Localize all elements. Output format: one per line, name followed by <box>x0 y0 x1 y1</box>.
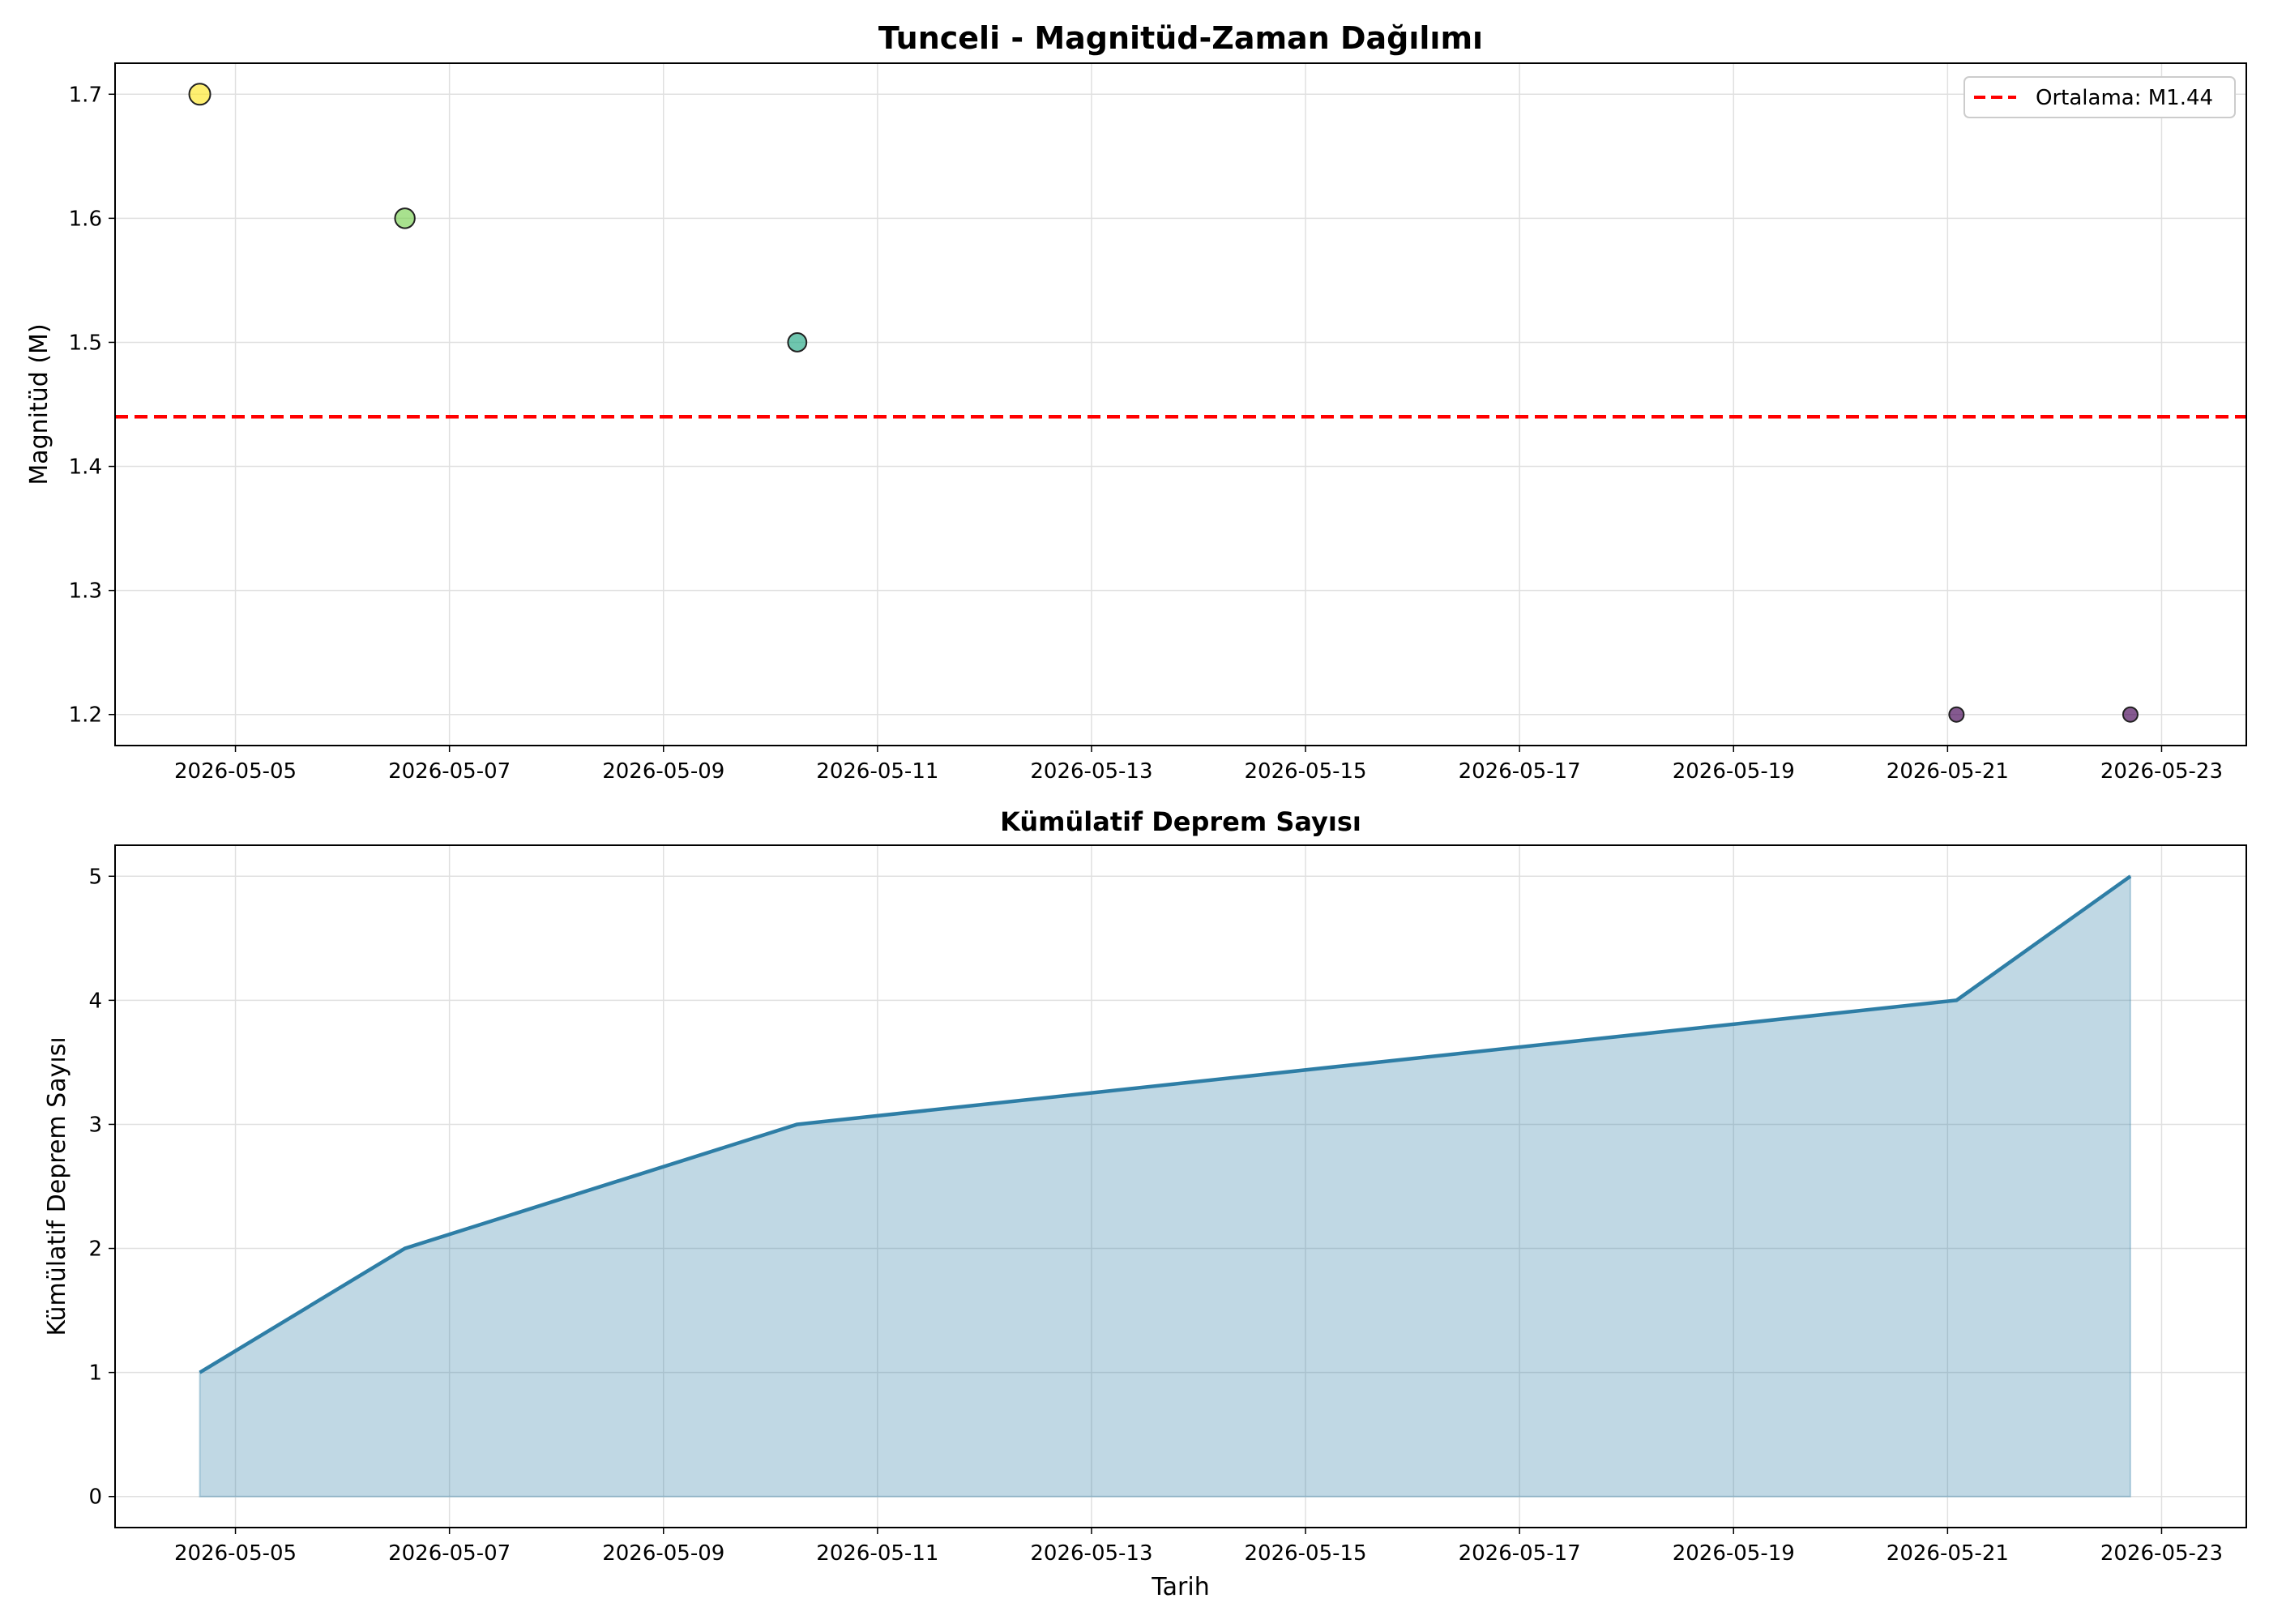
x-axis-ticks: 2026-05-05 2026-05-07 2026-05-09 2026-05-11… <box>174 1528 2223 1566</box>
chart-subtitle: Kümülatif Deprem Sayısı <box>1000 806 1361 837</box>
y-axis-ticks: 1.2 1.3 1.4 1.5 1.6 1.7 <box>69 83 115 728</box>
y-axis-label: Magnitüd (M) <box>25 323 53 485</box>
x-tick-label: 2026-05-07 <box>388 1541 511 1566</box>
x-tick-label: 2026-05-15 <box>1245 1541 1367 1566</box>
area-fill <box>199 874 2131 1498</box>
x-tick-label: 2026-05-23 <box>2100 759 2223 784</box>
legend-label: Ortalama: M1.44 <box>2036 86 2213 110</box>
y-tick-label: 1.4 <box>69 455 102 480</box>
chart-title: Tunceli - Magnitüd-Zaman Dağılımı <box>878 20 1483 56</box>
x-tick-label: 2026-05-17 <box>1459 1541 1581 1566</box>
y-tick-label: 1.6 <box>69 207 102 231</box>
x-axis-label: Tarih <box>1151 1573 1209 1601</box>
x-tick-label: 2026-05-19 <box>1673 1541 1795 1566</box>
data-point <box>787 332 808 353</box>
y-tick-label: 1 <box>88 1361 102 1386</box>
x-tick-label: 2026-05-13 <box>1030 759 1152 784</box>
legend-box <box>1963 76 2236 118</box>
x-tick-label: 2026-05-17 <box>1459 759 1581 784</box>
magnitude-time-plot: Tunceli - Magnitüd-Zaman Dağılımı 2026-0… <box>25 20 2247 784</box>
data-point <box>394 207 416 229</box>
y-tick-label: 5 <box>88 865 102 889</box>
x-tick-label: 2026-05-11 <box>816 759 938 784</box>
cumulative-count-plot: Kümülatif Deprem Sayısı 2026-05-05 2026-0… <box>43 806 2247 1601</box>
y-tick-label: 1.7 <box>69 83 102 107</box>
area-series <box>199 874 2132 1498</box>
x-tick-label: 2026-05-09 <box>602 759 724 784</box>
plot-frame <box>114 62 2247 746</box>
y-tick-label: 2 <box>88 1237 102 1262</box>
grid-lines <box>115 63 2246 746</box>
x-tick-label: 2026-05-23 <box>2100 1541 2223 1566</box>
x-tick-label: 2026-05-21 <box>1887 759 2009 784</box>
grid-lines <box>115 845 2246 1528</box>
x-tick-label: 2026-05-21 <box>1887 1541 2009 1566</box>
plot-frame <box>114 844 2247 1528</box>
x-tick-label: 2026-05-19 <box>1673 759 1795 784</box>
x-tick-label: 2026-05-05 <box>174 759 297 784</box>
y-tick-label: 1.5 <box>69 331 102 355</box>
y-tick-label: 1.3 <box>69 579 102 604</box>
y-axis-ticks: 0 1 2 3 4 5 <box>88 865 115 1510</box>
x-tick-label: 2026-05-07 <box>388 759 511 784</box>
data-point <box>2122 706 2139 723</box>
y-tick-label: 4 <box>88 989 102 1013</box>
x-axis-ticks: 2026-05-05 2026-05-07 2026-05-09 2026-05-11… <box>174 746 2223 784</box>
y-tick-label: 0 <box>88 1485 102 1510</box>
cumulative-line <box>199 874 2132 1374</box>
x-tick-label: 2026-05-13 <box>1030 1541 1152 1566</box>
y-tick-label: 3 <box>88 1113 102 1137</box>
data-points <box>115 83 2246 723</box>
data-point <box>188 83 212 106</box>
y-tick-label: 1.2 <box>69 703 102 728</box>
x-tick-label: 2026-05-11 <box>816 1541 938 1566</box>
x-tick-label: 2026-05-15 <box>1245 759 1367 784</box>
y-axis-label: Kümülatif Deprem Sayısı <box>43 1036 71 1336</box>
legend: Ortalama: M1.44 <box>1963 76 2236 118</box>
x-tick-label: 2026-05-09 <box>602 1541 724 1566</box>
data-point <box>1948 706 1965 723</box>
x-tick-label: 2026-05-05 <box>174 1541 297 1566</box>
